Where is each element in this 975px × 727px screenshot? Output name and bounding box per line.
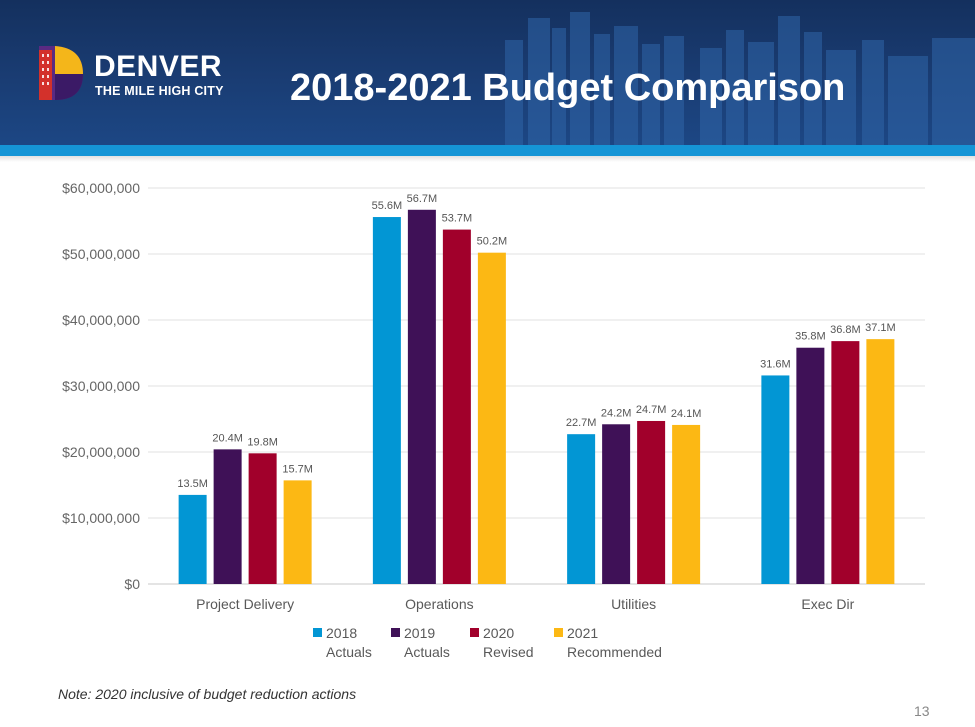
bar	[248, 453, 277, 584]
data-label: 24.2M	[601, 407, 632, 419]
data-label: 22.7M	[566, 417, 597, 429]
data-label: 20.4M	[212, 432, 243, 444]
legend-label: 2018	[326, 625, 357, 641]
data-label: 50.2M	[477, 236, 508, 248]
bar	[761, 375, 790, 584]
bar	[672, 424, 701, 584]
logo-wordmark: DENVER	[94, 50, 223, 83]
y-tick-label: $50,000,000	[62, 246, 140, 262]
data-label: 15.7M	[282, 463, 313, 475]
header-accent-strip	[0, 145, 975, 156]
data-label: 19.8M	[247, 436, 278, 448]
x-tick-label: Project Delivery	[196, 596, 294, 612]
bar	[213, 449, 242, 584]
bar	[866, 339, 895, 584]
data-label: 36.8M	[830, 324, 861, 336]
y-tick-label: $30,000,000	[62, 378, 140, 394]
bar	[178, 494, 207, 584]
slide-title: 2018-2021 Budget Comparison	[290, 67, 846, 109]
bar	[407, 209, 436, 584]
legend-swatch	[554, 628, 563, 637]
data-label: 55.6M	[372, 200, 403, 212]
bars	[178, 209, 895, 585]
bar	[442, 229, 471, 584]
legend-label: Revised	[483, 644, 534, 660]
y-tick-label: $0	[124, 576, 140, 592]
data-label: 56.7M	[407, 193, 438, 205]
x-axis-tick-labels: Project Delivery Operations Utilities Exec …	[196, 596, 855, 612]
bar	[637, 420, 666, 584]
header-shadow	[0, 156, 975, 162]
data-label: 24.1M	[671, 408, 702, 420]
data-labels: 13.5M 20.4M 19.8M 15.7M 55.6M 56.7M 53.7M 50.2M…	[177, 193, 895, 490]
y-tick-label: $20,000,000	[62, 444, 140, 460]
y-tick-label: $40,000,000	[62, 312, 140, 328]
footnote: Note: 2020 inclusive of budget reduction…	[58, 686, 357, 702]
data-label: 37.1M	[865, 322, 896, 334]
legend-swatch	[313, 628, 322, 637]
legend-label: 2020	[483, 625, 514, 641]
data-label: 31.6M	[760, 358, 791, 370]
data-label: 24.7M	[636, 404, 667, 416]
bar	[283, 480, 312, 584]
bar	[831, 341, 860, 584]
legend-swatch	[391, 628, 400, 637]
gridlines	[148, 187, 925, 585]
y-tick-label: $10,000,000	[62, 510, 140, 526]
legend-label: Recommended	[567, 644, 662, 660]
bar	[796, 347, 825, 584]
y-tick-label: $60,000,000	[62, 180, 140, 196]
bar	[567, 434, 596, 584]
bar	[372, 217, 401, 585]
legend-label: Actuals	[404, 644, 450, 660]
denver-logo	[39, 46, 83, 100]
x-tick-label: Utilities	[611, 596, 656, 612]
y-axis-tick-labels: $0 $10,000,000 $20,000,000 $30,000,000 $40,0…	[62, 180, 140, 592]
x-tick-label: Exec Dir	[801, 596, 854, 612]
bar	[602, 424, 631, 584]
page-number: 13	[914, 703, 930, 719]
legend-label: 2021	[567, 625, 598, 641]
bar	[477, 252, 506, 584]
slide-header: DENVER THE MILE HIGH CITY 2018-2021 Budg…	[0, 0, 975, 148]
legend-swatch	[470, 628, 479, 637]
legend: 2018 Actuals 2019 Actuals 2020 Revised 2021 Rec…	[313, 625, 662, 660]
legend-label: Actuals	[326, 644, 372, 660]
logo-tagline: THE MILE HIGH CITY	[95, 84, 224, 98]
x-tick-label: Operations	[405, 596, 473, 612]
data-label: 13.5M	[177, 478, 208, 490]
skyline-graphic	[505, 12, 975, 148]
legend-label: 2019	[404, 625, 435, 641]
data-label: 35.8M	[795, 331, 826, 343]
data-label: 53.7M	[442, 213, 473, 225]
